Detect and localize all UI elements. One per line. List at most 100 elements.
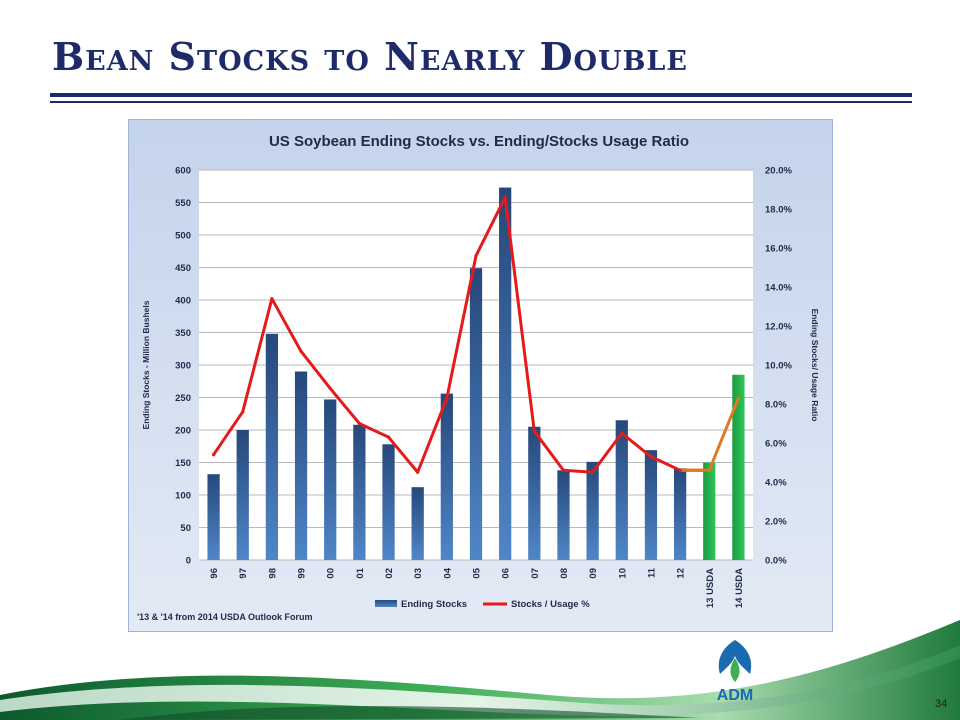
ratio-point: [211, 453, 216, 457]
right-tick-label: 18.0%: [765, 205, 792, 216]
legend-swatch-ending-stocks: [375, 600, 397, 607]
x-tick-label: 07: [530, 568, 541, 579]
x-tick-label: 08: [559, 568, 570, 579]
legend: Ending Stocks Stocks / Usage %: [375, 599, 590, 610]
ratio-line-group: [211, 195, 741, 474]
x-tick-label: 10: [617, 568, 628, 579]
ratio-point: [357, 421, 361, 426]
x-tick-label: 00: [326, 568, 337, 579]
legend-label-ending-stocks: Ending Stocks: [401, 599, 467, 610]
bar-99: [294, 371, 308, 560]
ratio-point: [620, 431, 624, 435]
bar-02: [382, 444, 395, 560]
left-tick-label: 450: [175, 263, 191, 274]
left-tick-label: 0: [186, 556, 191, 567]
bar-11: [644, 450, 658, 560]
bars-group: [207, 187, 745, 561]
bar-09: [586, 461, 599, 560]
x-tick-label: 02: [384, 568, 395, 579]
ratio-point: [241, 410, 245, 414]
bar-12: [673, 468, 687, 560]
footer-swoosh: [0, 620, 960, 720]
ratio-point: [445, 396, 449, 400]
bar-97: [236, 430, 249, 560]
bar-13-usda: [703, 462, 716, 560]
adm-logo: ADM: [717, 640, 753, 704]
left-tick-label: 300: [175, 361, 191, 372]
right-tick-label: 16.0%: [765, 244, 792, 255]
title-rule-thin: [50, 101, 912, 103]
x-tick-label: 09: [588, 568, 599, 579]
ratio-point: [707, 468, 711, 472]
chart-footnote: '13 & '14 from 2014 USDA Outlook Forum: [137, 612, 313, 622]
left-tick-label: 350: [175, 328, 191, 339]
bar-01: [353, 424, 366, 560]
x-tick-label: 01: [355, 567, 366, 578]
right-tick-label: 12.0%: [765, 322, 792, 333]
chart-title: US Soybean Ending Stocks vs. Ending/Stoc…: [269, 133, 689, 150]
ratio-point: [649, 455, 653, 459]
x-tick-label: 03: [413, 568, 424, 579]
bar-96: [207, 474, 220, 560]
x-tick-label: 99: [297, 568, 308, 579]
right-tick-label: 0.0%: [765, 556, 787, 567]
right-tick-label: 4.0%: [765, 478, 787, 489]
ratio-line: [212, 195, 710, 474]
left-tick-label: 150: [175, 458, 191, 469]
bar-10: [615, 420, 628, 560]
x-tick-label: 98: [267, 568, 278, 579]
bar-05: [469, 268, 483, 560]
x-tick-label: 06: [501, 568, 512, 579]
x-tick-label: 11: [646, 567, 657, 578]
bar-00: [324, 399, 337, 560]
legend-label-stocks-usage: Stocks / Usage %: [511, 599, 590, 610]
bar-08: [557, 470, 570, 560]
left-tick-label: 50: [180, 523, 191, 534]
left-axis-title: Ending Stocks - Million Bushels: [141, 300, 151, 429]
bar-98: [265, 333, 279, 560]
page-number: 34: [935, 698, 948, 710]
bar-07: [528, 426, 541, 560]
ratio-point: [591, 470, 595, 474]
right-tick-label: 14.0%: [765, 283, 792, 294]
x-tick-label: 96: [209, 568, 220, 579]
ratio-point: [386, 435, 391, 439]
x-tick-label: 14 USDA: [734, 568, 745, 608]
bar-03: [411, 487, 424, 560]
right-tick-label: 8.0%: [765, 400, 787, 411]
right-tick-label: 6.0%: [765, 439, 787, 450]
right-tick-label: 2.0%: [765, 517, 787, 528]
right-tick-label: 20.0%: [765, 166, 792, 177]
slide-title: Bean Stocks to Nearly Double: [52, 34, 688, 79]
bar-14-usda: [732, 374, 745, 560]
ratio-point: [416, 470, 420, 474]
right-y-axis: 0.0% 2.0% 4.0% 6.0% 8.0% 10.0% 12.0% 14.0% 16.0%…: [765, 166, 792, 567]
ratio-point: [503, 195, 507, 199]
x-tick-label: 97: [238, 568, 249, 579]
left-tick-label: 600: [175, 166, 191, 177]
ratio-point: [299, 349, 303, 353]
ratio-point: [270, 297, 274, 301]
ratio-point: [474, 254, 478, 258]
ratio-point: [328, 386, 332, 390]
x-tick-label: 13 USDA: [705, 568, 716, 608]
adm-logo-text: ADM: [717, 687, 753, 704]
left-tick-label: 250: [175, 393, 191, 404]
x-axis-labels: 96 97 98 99 00 01 02 03 04 05 06 07 08 09 10 11 12 13 USD…: [209, 567, 745, 608]
ratio-point: [561, 468, 566, 472]
ratio-point: [532, 429, 536, 433]
title-rule-thick: [50, 93, 912, 97]
x-tick-label: 05: [472, 567, 483, 578]
ratio-point: [678, 468, 682, 472]
left-tick-label: 500: [175, 231, 191, 242]
x-tick-label: 04: [442, 567, 453, 578]
right-axis-title: Ending Stocks/ Usage Ratio: [810, 309, 820, 422]
left-tick-label: 100: [175, 491, 191, 502]
left-tick-label: 550: [175, 198, 191, 209]
right-tick-label: 10.0%: [765, 361, 792, 372]
chart-container: 0 50 100 150 200 250 300 350 400 450 500 550 600 0.0…: [128, 119, 833, 632]
bar-04: [440, 393, 453, 560]
ratio-point: [736, 396, 741, 400]
left-tick-label: 200: [175, 426, 191, 437]
